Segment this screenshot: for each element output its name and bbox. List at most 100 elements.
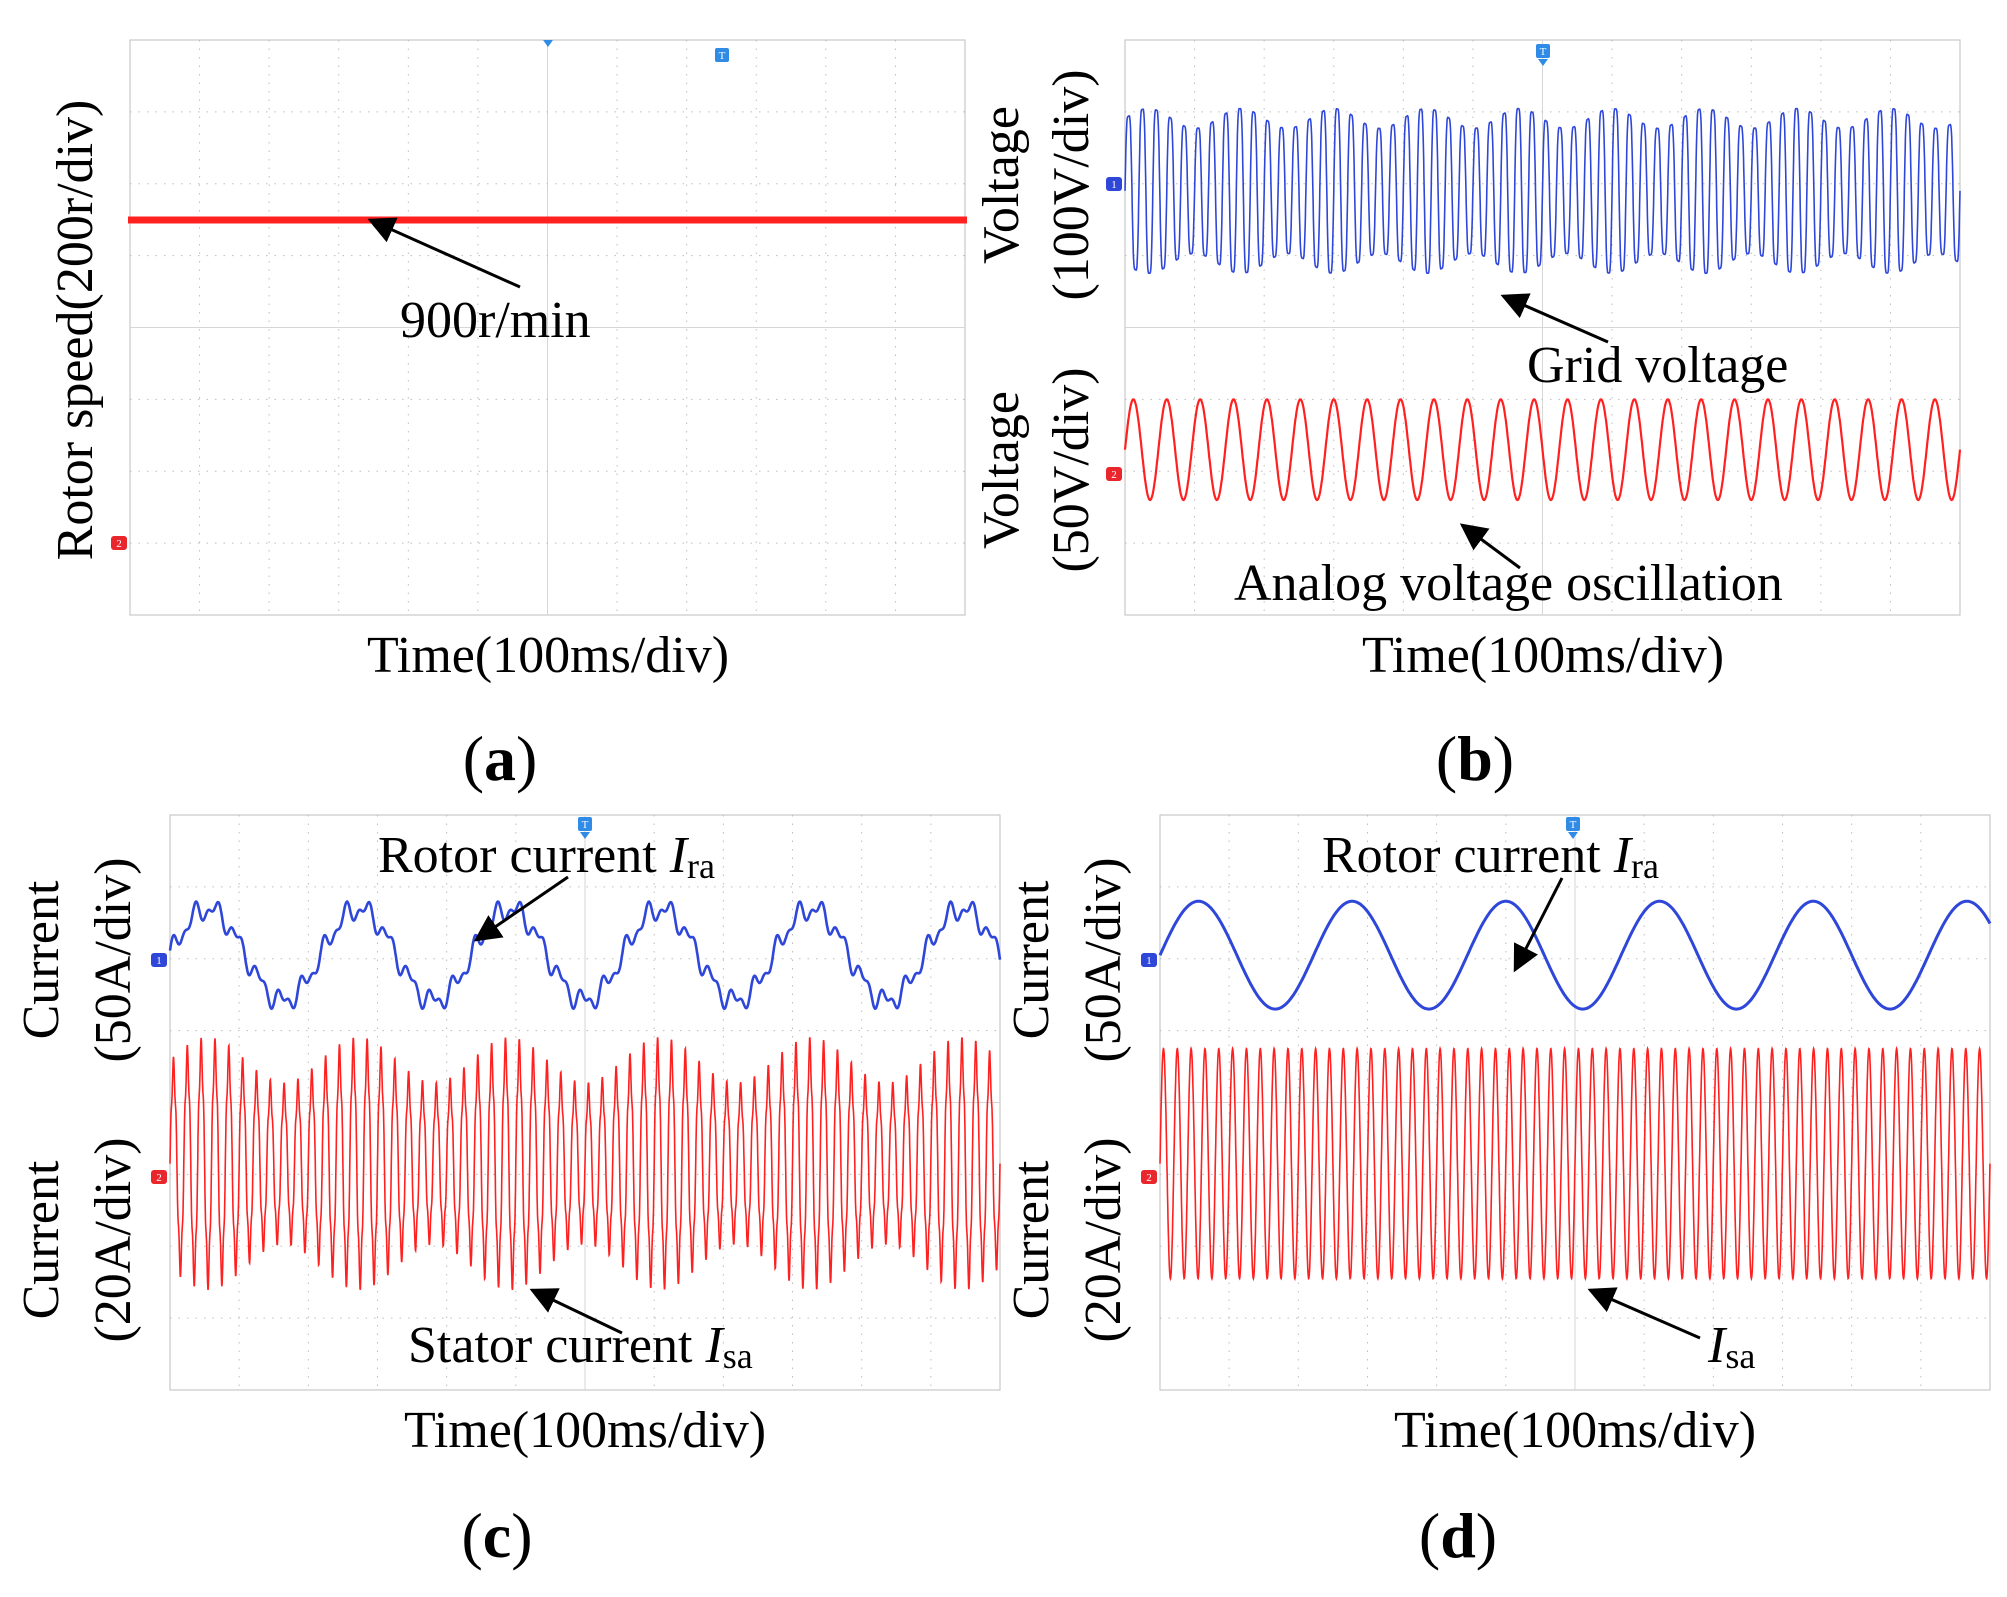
ylabel-d-ch2-scale: (20A/div) [1075, 1137, 1132, 1342]
trigger-arrow-icon [543, 40, 553, 47]
trigger-marker-a: T [543, 40, 729, 62]
ch2-marker-label: 2 [1146, 1172, 1152, 1184]
anno-stator-c-symbol: I [704, 1317, 725, 1374]
trigger-t-label: T [719, 50, 726, 62]
ch2-marker-icon [111, 536, 127, 550]
ylabel-b-ch2-scale: (50V/div) [1043, 367, 1100, 572]
panel-label-c: (c) [461, 1500, 532, 1571]
ylabel-a: Rotor speed(200r/div) [47, 100, 104, 561]
ch1-marker-icon [1106, 177, 1122, 191]
ylabel-c-ch1-name: Current [13, 880, 70, 1039]
ch2-marker-icon [1141, 1170, 1157, 1184]
annotation-900rmin: 900r/min [400, 292, 591, 349]
ylabel-d-ch2-name: Current [1003, 1160, 1060, 1319]
ch1-marker-d: 1 [1141, 953, 1157, 967]
ch1-marker-label: 1 [1111, 179, 1117, 191]
annotation-arrow-rotor-d [1513, 877, 1564, 973]
trigger-marker-c: T [578, 817, 592, 839]
xlabel-b: Time(100ms/div) [1362, 627, 1724, 684]
ch1-marker-b: 1 [1106, 177, 1122, 191]
ch2-marker-b: 2 [1106, 467, 1122, 481]
panel-letter-b: b [1457, 723, 1493, 794]
ylabel-b-ch1-scale: (100V/div) [1043, 69, 1100, 300]
anno-rotor-c-text: Rotor current [378, 827, 670, 884]
trigger-arrow-icon [1538, 59, 1548, 66]
trigger-t-icon [715, 48, 729, 62]
ylabel-d-ch1-name: Current [1003, 880, 1060, 1039]
panel-b: T 1 2 Grid voltage Analog voltage oscill… [973, 39, 1962, 794]
trigger-t-label: T [1570, 819, 1577, 831]
ch2-marker-label: 2 [116, 538, 122, 550]
ch1-marker-c: 1 [151, 953, 167, 967]
ch2-marker-icon [1106, 467, 1122, 481]
ch2-marker-c: 2 [151, 1170, 167, 1184]
ch2-marker-label: 2 [1111, 469, 1117, 481]
analog-voltage-trace [1123, 398, 1962, 502]
annotation-stator-current-c: Stator current Isa [408, 1317, 753, 1376]
trigger-t-label: T [582, 819, 589, 831]
panel-letter-c: c [483, 1500, 511, 1571]
ch1-marker-label: 1 [156, 955, 162, 967]
trigger-t-icon [578, 817, 592, 831]
annotation-isa-d: Isa [1707, 1317, 1755, 1376]
ch1-marker-icon [151, 953, 167, 967]
annotation-arrow-rotor-c [473, 875, 569, 942]
annotation-analog-oscillation: Analog voltage oscillation [1234, 555, 1783, 612]
trigger-t-icon [1566, 817, 1580, 831]
annotation-arrow-stator-c [529, 1288, 623, 1335]
xlabel-d: Time(100ms/div) [1394, 1402, 1756, 1459]
anno-rotor-d-symbol: I [1613, 827, 1634, 884]
ylabel-c-ch2-name: Current [13, 1160, 70, 1319]
ch1-marker-label: 1 [1146, 955, 1152, 967]
ylabel-d-ch1-scale: (50A/div) [1075, 857, 1132, 1062]
grid-a [130, 40, 965, 615]
ch2-marker-label: 2 [156, 1172, 162, 1184]
annotation-arrow-grid [1500, 293, 1609, 344]
trigger-t-icon [1536, 44, 1550, 58]
rotor-current-trace [168, 900, 1002, 1011]
panel-label-b: (b) [1436, 723, 1514, 794]
trigger-t-label: T [1540, 46, 1547, 58]
panel-letter-a: a [484, 723, 516, 794]
annotation-grid-voltage: Grid voltage [1527, 337, 1788, 394]
annotation-arrow-analog [1459, 523, 1521, 570]
xlabel-c: Time(100ms/div) [404, 1402, 766, 1459]
ylabel-c-ch2-scale: (20A/div) [85, 1137, 142, 1342]
grid-voltage-trace [1124, 107, 1961, 275]
anno-rotor-c-sub: ra [687, 846, 715, 886]
grid-d [1160, 815, 1990, 1390]
rotor-current-trace [1158, 899, 1992, 1011]
xlabel-a: Time(100ms/div) [367, 627, 729, 684]
annotation-rotor-current-d: Rotor current Ira [1322, 827, 1659, 886]
anno-rotor-d-text: Rotor current [1322, 827, 1614, 884]
anno-rotor-c-symbol: I [669, 827, 690, 884]
anno-isa-d-symbol: I [1707, 1317, 1728, 1374]
ch2-marker-d: 2 [1141, 1170, 1157, 1184]
trigger-marker-d: T [1566, 817, 1580, 839]
trigger-marker-b: T [1536, 44, 1550, 66]
grid-c [170, 815, 1000, 1390]
panel-label-a: (a) [463, 723, 538, 794]
ch2-marker-a: 2 [111, 536, 127, 550]
ylabel-b-ch2-name: Voltage [973, 391, 1030, 549]
panel-d: T 1 2 Rotor current Ira Isa Time(100ms/d… [1003, 814, 1992, 1571]
ch1-marker-icon [1141, 953, 1157, 967]
ch2-marker-icon [151, 1170, 167, 1184]
annotation-arrow-isa-d [1587, 1287, 1701, 1340]
anno-stator-c-sub: sa [723, 1336, 753, 1376]
annotation-arrow-a [367, 217, 521, 289]
trigger-arrow-icon [1568, 832, 1578, 839]
ylabel-b-ch1-name: Voltage [973, 106, 1030, 264]
anno-isa-d-sub: sa [1725, 1336, 1755, 1376]
panel-c: T 1 2 Rotor current Ira Stator current I… [13, 814, 1002, 1571]
annotation-rotor-current-c: Rotor current Ira [378, 827, 715, 886]
trigger-arrow-icon [580, 832, 590, 839]
stator-current-trace [169, 1037, 1001, 1290]
stator-current-trace [1159, 1045, 1991, 1282]
ylabel-c-ch1-scale: (50A/div) [85, 857, 142, 1062]
anno-rotor-d-sub: ra [1631, 846, 1659, 886]
anno-stator-c-text: Stator current [408, 1317, 705, 1374]
panel-letter-d: d [1440, 1500, 1476, 1571]
panel-label-d: (d) [1419, 1500, 1497, 1571]
